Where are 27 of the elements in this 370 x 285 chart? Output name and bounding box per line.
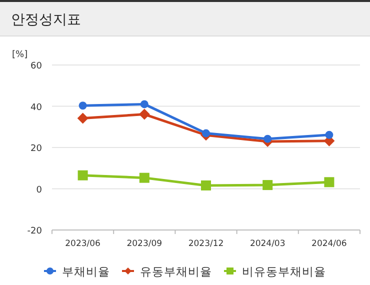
x-tick-label: 2024/06 [312,239,347,249]
point [201,180,211,190]
legend-label: 부채비율 [62,264,110,278]
point [264,134,272,143]
y-tick-label: 0 [36,185,42,196]
point [202,129,210,138]
legend-label: 비유동부채비율 [242,264,326,278]
y-tick-label: 20 [30,144,42,154]
point [325,130,334,139]
y-tick-label: -20 [27,226,42,236]
chart-title: 안정성지표 [11,12,81,28]
point [262,180,273,190]
y-tick-label: 60 [30,62,42,72]
point [78,170,88,180]
x-tick-label: 2023/12 [188,239,224,249]
point [78,102,87,110]
point [138,108,150,120]
x-tick-label: 2023/09 [126,239,162,249]
point [140,100,148,108]
point [324,177,334,188]
point [77,112,88,124]
point [139,172,150,183]
x-tick-label: 2024/03 [250,239,286,249]
x-tick-label: 2023/06 [65,239,100,249]
legend-label: 유동부채비율 [140,264,212,278]
y-tick-label: 40 [30,102,42,113]
y-axis-title: [%] [12,50,28,60]
